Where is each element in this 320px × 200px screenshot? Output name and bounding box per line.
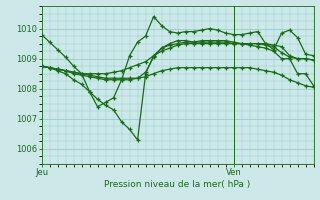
X-axis label: Pression niveau de la mer( hPa ): Pression niveau de la mer( hPa )	[104, 180, 251, 189]
